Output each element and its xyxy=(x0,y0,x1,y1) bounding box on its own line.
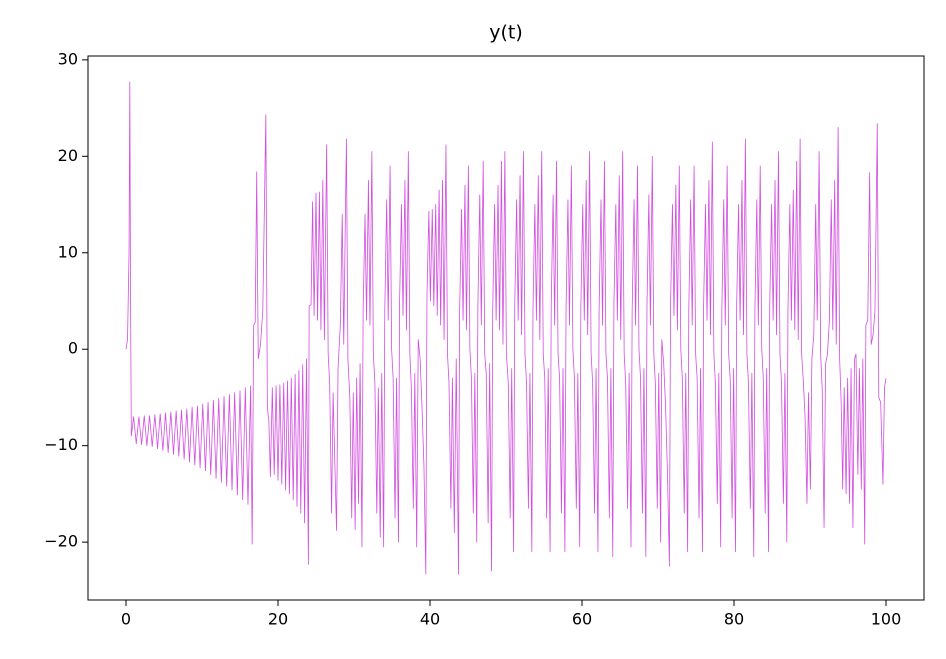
y-tick-label: −20 xyxy=(44,532,78,551)
y-tick-label: 20 xyxy=(58,146,78,165)
x-tick-label: 20 xyxy=(268,610,288,629)
chart-title: y(t) xyxy=(489,22,523,44)
y-tick-label: 10 xyxy=(58,242,78,261)
x-tick-label: 80 xyxy=(724,610,744,629)
x-tick-label: 100 xyxy=(871,610,902,629)
plot-frame xyxy=(87,55,925,601)
y-tick-label: 0 xyxy=(68,339,78,358)
y-tick-label: −10 xyxy=(44,435,78,454)
x-tick-label: 0 xyxy=(121,610,131,629)
y-tick-label: 30 xyxy=(58,49,78,68)
line-series xyxy=(125,81,887,575)
x-tick-label: 40 xyxy=(420,610,440,629)
x-tick-label: 60 xyxy=(572,610,592,629)
